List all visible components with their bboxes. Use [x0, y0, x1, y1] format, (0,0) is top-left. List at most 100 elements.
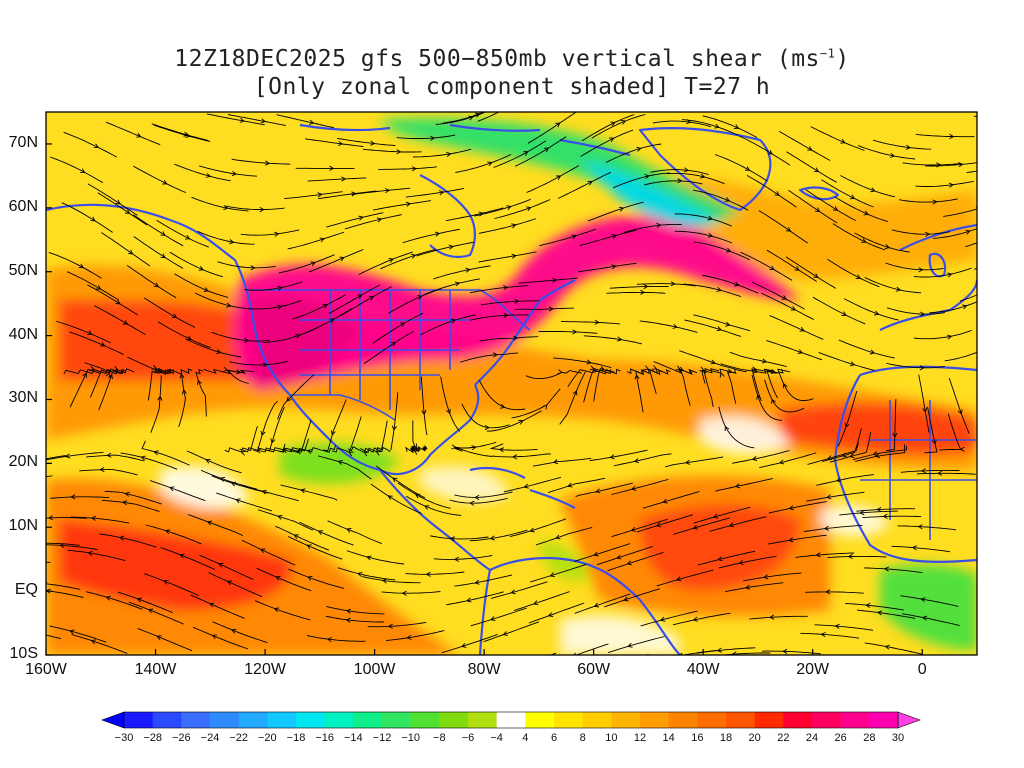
streamline — [966, 170, 977, 174]
streamline-arrow — [244, 337, 250, 344]
colorbar-label: 4 — [522, 732, 529, 744]
axis-ticks — [45, 143, 923, 656]
streamline — [445, 207, 504, 222]
streamline — [527, 112, 578, 144]
streamline-arrow — [724, 425, 730, 432]
streamline — [490, 581, 548, 599]
streamline — [665, 456, 724, 468]
streamline — [856, 508, 916, 512]
streamline-arrow — [396, 149, 402, 155]
streamline — [326, 605, 385, 615]
colorbar-label: −24 — [200, 732, 220, 744]
streamline-arrow — [684, 459, 691, 465]
streamline — [606, 291, 666, 294]
streamline-arrow — [835, 477, 842, 483]
streamline — [674, 213, 732, 227]
streamline — [635, 369, 647, 413]
streamline-arrow — [181, 389, 187, 395]
streamline — [827, 258, 880, 288]
streamline-arrow — [633, 458, 640, 464]
streamline — [845, 603, 904, 611]
streamline — [769, 315, 824, 340]
streamline-arrow — [594, 319, 600, 325]
streamline-arrow — [521, 664, 526, 668]
streamline-arrow — [932, 199, 938, 205]
streamline-arrow — [630, 485, 637, 491]
streamline — [709, 516, 767, 532]
streamline — [344, 214, 402, 230]
streamline — [864, 276, 922, 294]
streamline-arrow — [216, 349, 222, 355]
streamline-arrow — [788, 505, 794, 511]
streamline — [740, 251, 793, 281]
streamline — [613, 172, 670, 189]
colorbar-label: −6 — [461, 732, 475, 744]
streamline — [200, 469, 257, 490]
streamline — [154, 367, 193, 375]
streamline — [918, 374, 930, 433]
streamline — [470, 607, 528, 627]
colorbar-swatch — [783, 712, 813, 728]
streamline-arrow — [672, 323, 678, 329]
streamline-arrow — [734, 483, 741, 489]
streamline — [307, 177, 367, 182]
streamline — [827, 555, 887, 558]
streamline-arrow — [931, 439, 937, 445]
colorbar-label: 22 — [777, 732, 790, 744]
streamline — [667, 172, 725, 185]
streamline-arrow — [406, 634, 412, 640]
colorbar-label: −26 — [171, 732, 191, 744]
streamline — [442, 112, 485, 124]
streamline-arrow — [124, 209, 131, 214]
streamline — [899, 198, 958, 203]
streamline-arrow — [523, 151, 529, 156]
streamline — [805, 591, 864, 594]
colorbar-label: 8 — [579, 732, 586, 744]
colorbar-label: −14 — [343, 732, 363, 744]
streamline — [738, 135, 791, 166]
streamline — [423, 278, 480, 296]
streamline — [581, 114, 635, 142]
colorbar-swatch — [439, 712, 469, 728]
streamline-arrow — [211, 634, 217, 640]
colorbar-swatch — [754, 712, 784, 728]
streamline — [726, 368, 747, 404]
streamline — [433, 265, 491, 280]
colorbar-swatch — [812, 712, 841, 728]
streamline-arrow — [507, 105, 512, 109]
streamline-arrow — [865, 602, 871, 608]
streamline — [605, 143, 662, 163]
streamline — [862, 515, 922, 519]
streamline-arrow — [115, 299, 121, 305]
streamline-arrow — [549, 572, 555, 578]
streamline-arrow — [226, 302, 232, 308]
streamline — [229, 360, 288, 366]
streamline — [63, 131, 118, 158]
streamline — [358, 251, 414, 276]
streamline — [762, 650, 821, 655]
streamline — [327, 520, 382, 545]
streamline-arrow — [870, 187, 876, 193]
streamline-arrow — [571, 234, 577, 240]
streamline-arrow — [156, 635, 162, 640]
streamline — [362, 576, 421, 584]
streamline — [454, 491, 513, 498]
streamline — [679, 368, 695, 406]
streamline-arrow — [503, 285, 509, 291]
streamline-arrow — [762, 574, 769, 580]
lon-label: 100W — [353, 661, 396, 678]
streamline — [336, 137, 396, 146]
streamline — [150, 375, 162, 433]
streamline-arrow — [863, 210, 869, 216]
streamline — [117, 591, 173, 614]
streamline — [959, 294, 977, 302]
streamline-arrow — [948, 182, 955, 188]
colorbar-swatch — [353, 712, 383, 728]
streamline — [854, 232, 910, 253]
streamline-arrow — [171, 313, 178, 319]
streamline-arrow — [274, 231, 280, 237]
streamline-arrow — [341, 176, 347, 182]
streamline-arrow — [317, 530, 324, 535]
streamline-arrow — [761, 358, 768, 364]
streamline-arrow — [788, 537, 794, 543]
